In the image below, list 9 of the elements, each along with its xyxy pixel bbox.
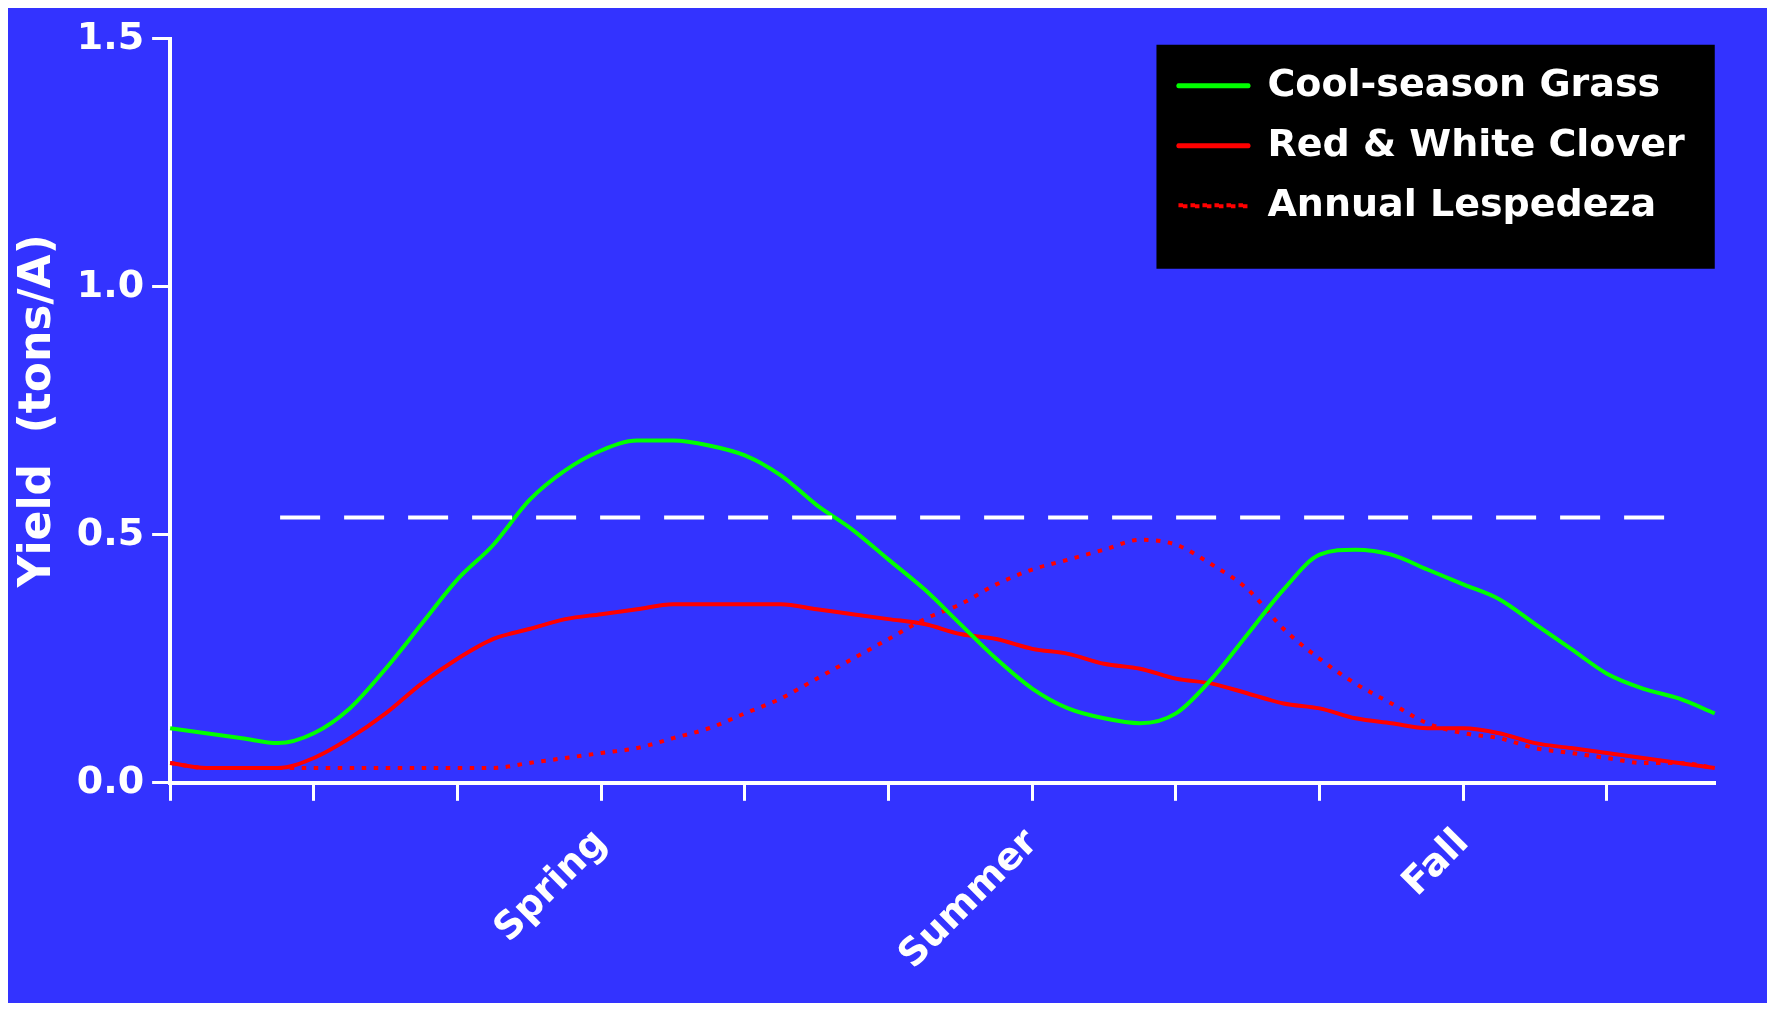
y-tick-label: 0.5 [76, 509, 145, 554]
legend-label: Red & White Clover [1267, 120, 1686, 165]
line-series [168, 438, 1717, 746]
y-tick-label: 1.5 [76, 13, 145, 58]
legend-label: Cool-season Grass [1267, 60, 1661, 105]
y-tick-label: 0.0 [76, 757, 145, 802]
y-axis-title: Yield (tons/A) [8, 234, 60, 589]
y-tick-label: 1.0 [76, 261, 145, 306]
legend-label: Annual Lespedeza [1267, 180, 1657, 225]
